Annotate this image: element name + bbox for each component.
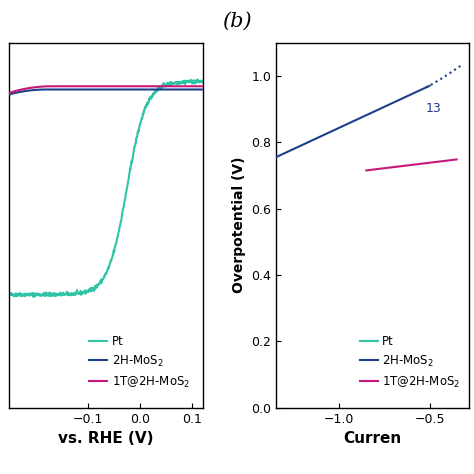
Legend: Pt, 2H-MoS$_2$, 1T@2H-MoS$_2$: Pt, 2H-MoS$_2$, 1T@2H-MoS$_2$ [85, 330, 195, 394]
X-axis label: Curren: Curren [344, 431, 402, 446]
X-axis label: vs. RHE (V): vs. RHE (V) [58, 431, 154, 446]
Text: 13: 13 [426, 102, 442, 115]
Legend: Pt, 2H-MoS$_2$, 1T@2H-MoS$_2$: Pt, 2H-MoS$_2$, 1T@2H-MoS$_2$ [355, 330, 465, 394]
Y-axis label: Overpotential (V): Overpotential (V) [232, 157, 246, 293]
Text: (b): (b) [222, 12, 252, 31]
